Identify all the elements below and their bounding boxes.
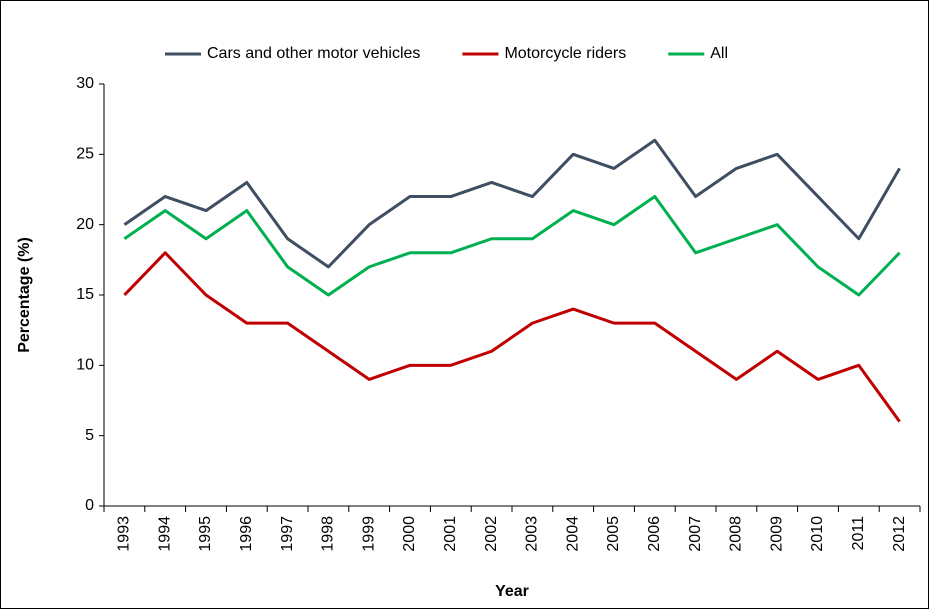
y-tick-label: 0 — [85, 497, 94, 514]
x-tick-label: 2008 — [728, 516, 745, 552]
x-tick-label: 1995 — [197, 516, 214, 552]
x-tick-label: 2004 — [564, 516, 581, 552]
x-tick-label: 2001 — [442, 516, 459, 552]
y-tick-label: 15 — [76, 286, 94, 303]
y-axis-title: Percentage (%) — [16, 237, 33, 353]
y-tick-label: 5 — [85, 427, 94, 444]
legend-label: Cars and other motor vehicles — [207, 45, 420, 62]
x-tick-label: 1998 — [320, 516, 337, 552]
x-tick-label: 2012 — [891, 516, 908, 552]
x-tick-label: 2003 — [524, 516, 541, 552]
x-tick-label: 2005 — [605, 516, 622, 552]
y-tick-label: 25 — [76, 146, 94, 163]
y-tick-label: 20 — [76, 216, 94, 233]
x-tick-label: 1993 — [116, 516, 133, 552]
series-line — [123, 195, 901, 297]
x-tick-label: 2011 — [850, 516, 867, 551]
x-tick-label: 2000 — [401, 516, 418, 552]
x-tick-label: 1999 — [360, 516, 377, 552]
x-axis-title: Year — [495, 583, 529, 600]
x-tick-label: 2002 — [483, 516, 500, 552]
x-tick-label: 2006 — [646, 516, 663, 552]
y-tick-label: 10 — [76, 357, 94, 374]
x-tick-label: 1994 — [156, 516, 173, 552]
x-tick-label: 1997 — [279, 516, 296, 552]
x-tick-label: 2010 — [809, 516, 826, 552]
series-line — [123, 138, 901, 269]
legend-label: Motorcycle riders — [504, 45, 626, 62]
series-line — [123, 251, 901, 423]
y-tick-label: 30 — [76, 75, 94, 92]
legend-label: All — [710, 45, 728, 62]
x-tick-label: 2007 — [687, 516, 704, 552]
x-tick-label: 2009 — [768, 516, 785, 552]
x-tick-label: 1996 — [238, 516, 255, 552]
